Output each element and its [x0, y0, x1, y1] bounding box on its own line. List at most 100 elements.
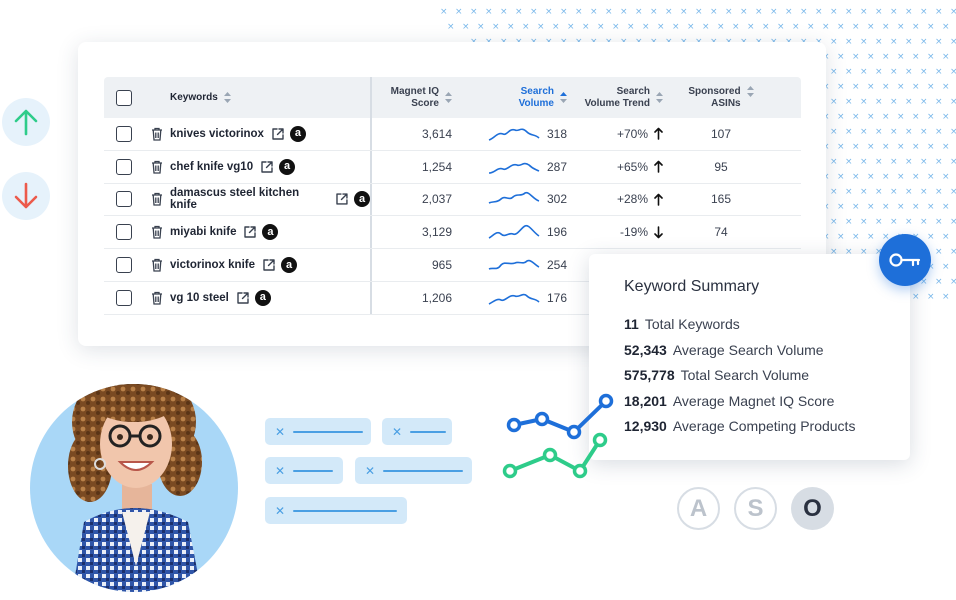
svg-text:×: ×	[920, 7, 928, 17]
trash-icon[interactable]	[151, 258, 163, 272]
header-search-volume[interactable]: Search Volume	[456, 86, 571, 110]
svg-text:×: ×	[687, 22, 695, 32]
amazon-icon[interactable]: a	[262, 224, 279, 241]
svg-text:×: ×	[882, 172, 890, 182]
close-icon[interactable]: ✕	[275, 503, 286, 518]
svg-text:×: ×	[560, 7, 568, 17]
filter-pill[interactable]: ✕	[265, 497, 407, 524]
external-link-icon[interactable]	[335, 192, 349, 206]
svg-text:×: ×	[717, 22, 725, 32]
svg-text:×: ×	[837, 202, 845, 212]
filter-pill[interactable]: ✕	[265, 457, 343, 484]
svg-text:×: ×	[740, 7, 748, 17]
trash-icon[interactable]	[151, 225, 163, 239]
keyword-text: damascus steel kitchen knife	[170, 187, 300, 212]
row-checkbox[interactable]	[116, 257, 132, 274]
svg-text:×: ×	[815, 7, 823, 17]
svg-text:×: ×	[710, 7, 718, 17]
summary-label: Average Magnet IQ Score	[672, 392, 835, 409]
svg-text:×: ×	[875, 247, 883, 257]
svg-text:×: ×	[605, 7, 613, 17]
external-link-icon[interactable]	[236, 291, 250, 305]
svg-text:×: ×	[927, 202, 935, 212]
sparkline	[488, 293, 540, 305]
svg-text:×: ×	[942, 202, 950, 212]
svg-text:×: ×	[875, 187, 883, 197]
svg-text:×: ×	[912, 52, 920, 62]
external-link-icon[interactable]	[243, 225, 257, 239]
svg-text:×: ×	[882, 82, 890, 92]
header-search-volume-trend[interactable]: Search Volume Trend	[571, 86, 673, 110]
key-icon	[889, 253, 921, 267]
close-icon[interactable]: ✕	[275, 463, 286, 478]
svg-text:×: ×	[830, 37, 838, 47]
table-row[interactable]: damascus steel kitchen knife a 2,037 302 +28…	[104, 183, 801, 217]
sort-icon	[223, 92, 231, 103]
header-sponsored-asins[interactable]: Sponsored ASINs	[673, 85, 769, 110]
table-row[interactable]: victorinox knife a 965 254	[104, 249, 801, 282]
svg-text:×: ×	[927, 232, 935, 242]
svg-text:×: ×	[942, 262, 950, 272]
table-row[interactable]: chef knife vg10 a 1,254 287 +65% 95	[104, 150, 801, 184]
row-checkbox[interactable]	[116, 224, 132, 241]
svg-text:×: ×	[950, 97, 956, 107]
svg-text:×: ×	[875, 127, 883, 137]
svg-text:×: ×	[470, 7, 478, 17]
header-keywords[interactable]: Keywords	[170, 77, 372, 118]
svg-text:×: ×	[867, 232, 875, 242]
arrow-down-bubble	[2, 172, 50, 220]
table-row[interactable]: vg 10 steel a 1,206 176	[104, 281, 801, 315]
filter-pill[interactable]: ✕	[382, 418, 452, 445]
magnet-iq-score: 1,254	[421, 159, 452, 174]
svg-text:×: ×	[830, 7, 838, 17]
svg-text:×: ×	[830, 217, 838, 227]
key-button[interactable]	[879, 234, 931, 286]
svg-text:×: ×	[905, 37, 913, 47]
svg-text:×: ×	[912, 142, 920, 152]
close-icon[interactable]: ✕	[365, 463, 376, 478]
svg-text:×: ×	[852, 112, 860, 122]
svg-text:×: ×	[935, 187, 943, 197]
trash-icon[interactable]	[151, 127, 163, 141]
svg-text:×: ×	[447, 22, 455, 32]
svg-text:×: ×	[635, 7, 643, 17]
amazon-icon[interactable]: a	[254, 289, 271, 306]
svg-text:×: ×	[927, 142, 935, 152]
row-checkbox[interactable]	[116, 125, 132, 142]
amazon-icon[interactable]: a	[279, 158, 296, 175]
header-magnet-iq[interactable]: Magnet IQ Score	[372, 86, 456, 110]
trash-icon[interactable]	[151, 160, 163, 174]
svg-text:×: ×	[935, 97, 943, 107]
row-checkbox[interactable]	[116, 289, 132, 306]
svg-text:×: ×	[642, 22, 650, 32]
svg-text:×: ×	[935, 67, 943, 77]
svg-text:×: ×	[950, 277, 956, 287]
close-icon[interactable]: ✕	[275, 424, 286, 439]
amazon-icon[interactable]: a	[281, 257, 297, 274]
svg-text:×: ×	[875, 37, 883, 47]
filter-pill[interactable]: ✕	[265, 418, 371, 445]
svg-text:×: ×	[905, 157, 913, 167]
svg-text:×: ×	[477, 22, 485, 32]
keyword-text: vg 10 steel	[170, 291, 229, 304]
svg-text:×: ×	[867, 82, 875, 92]
filter-pill[interactable]: ✕	[355, 457, 472, 484]
row-checkbox[interactable]	[116, 158, 132, 175]
keyword-table: Keywords Magnet IQ Score Search Volume Sea…	[104, 77, 801, 315]
amazon-icon[interactable]: a	[354, 191, 371, 208]
svg-text:×: ×	[927, 22, 935, 32]
row-checkbox[interactable]	[116, 191, 132, 208]
external-link-icon[interactable]	[260, 160, 274, 174]
external-link-icon[interactable]	[262, 258, 276, 272]
close-icon[interactable]: ✕	[392, 424, 403, 439]
trash-icon[interactable]	[151, 192, 163, 207]
external-link-icon[interactable]	[271, 127, 285, 141]
svg-text:×: ×	[522, 22, 530, 32]
trash-icon[interactable]	[151, 291, 163, 305]
select-all-checkbox[interactable]	[116, 89, 132, 106]
table-row[interactable]: knives victorinox a 3,614 318 +70% 107	[104, 118, 801, 151]
amazon-icon[interactable]: a	[289, 125, 306, 142]
svg-text:×: ×	[882, 52, 890, 62]
svg-text:×: ×	[867, 202, 875, 212]
table-row[interactable]: miyabi knife a 3,129 196 -19% 74	[104, 216, 801, 250]
